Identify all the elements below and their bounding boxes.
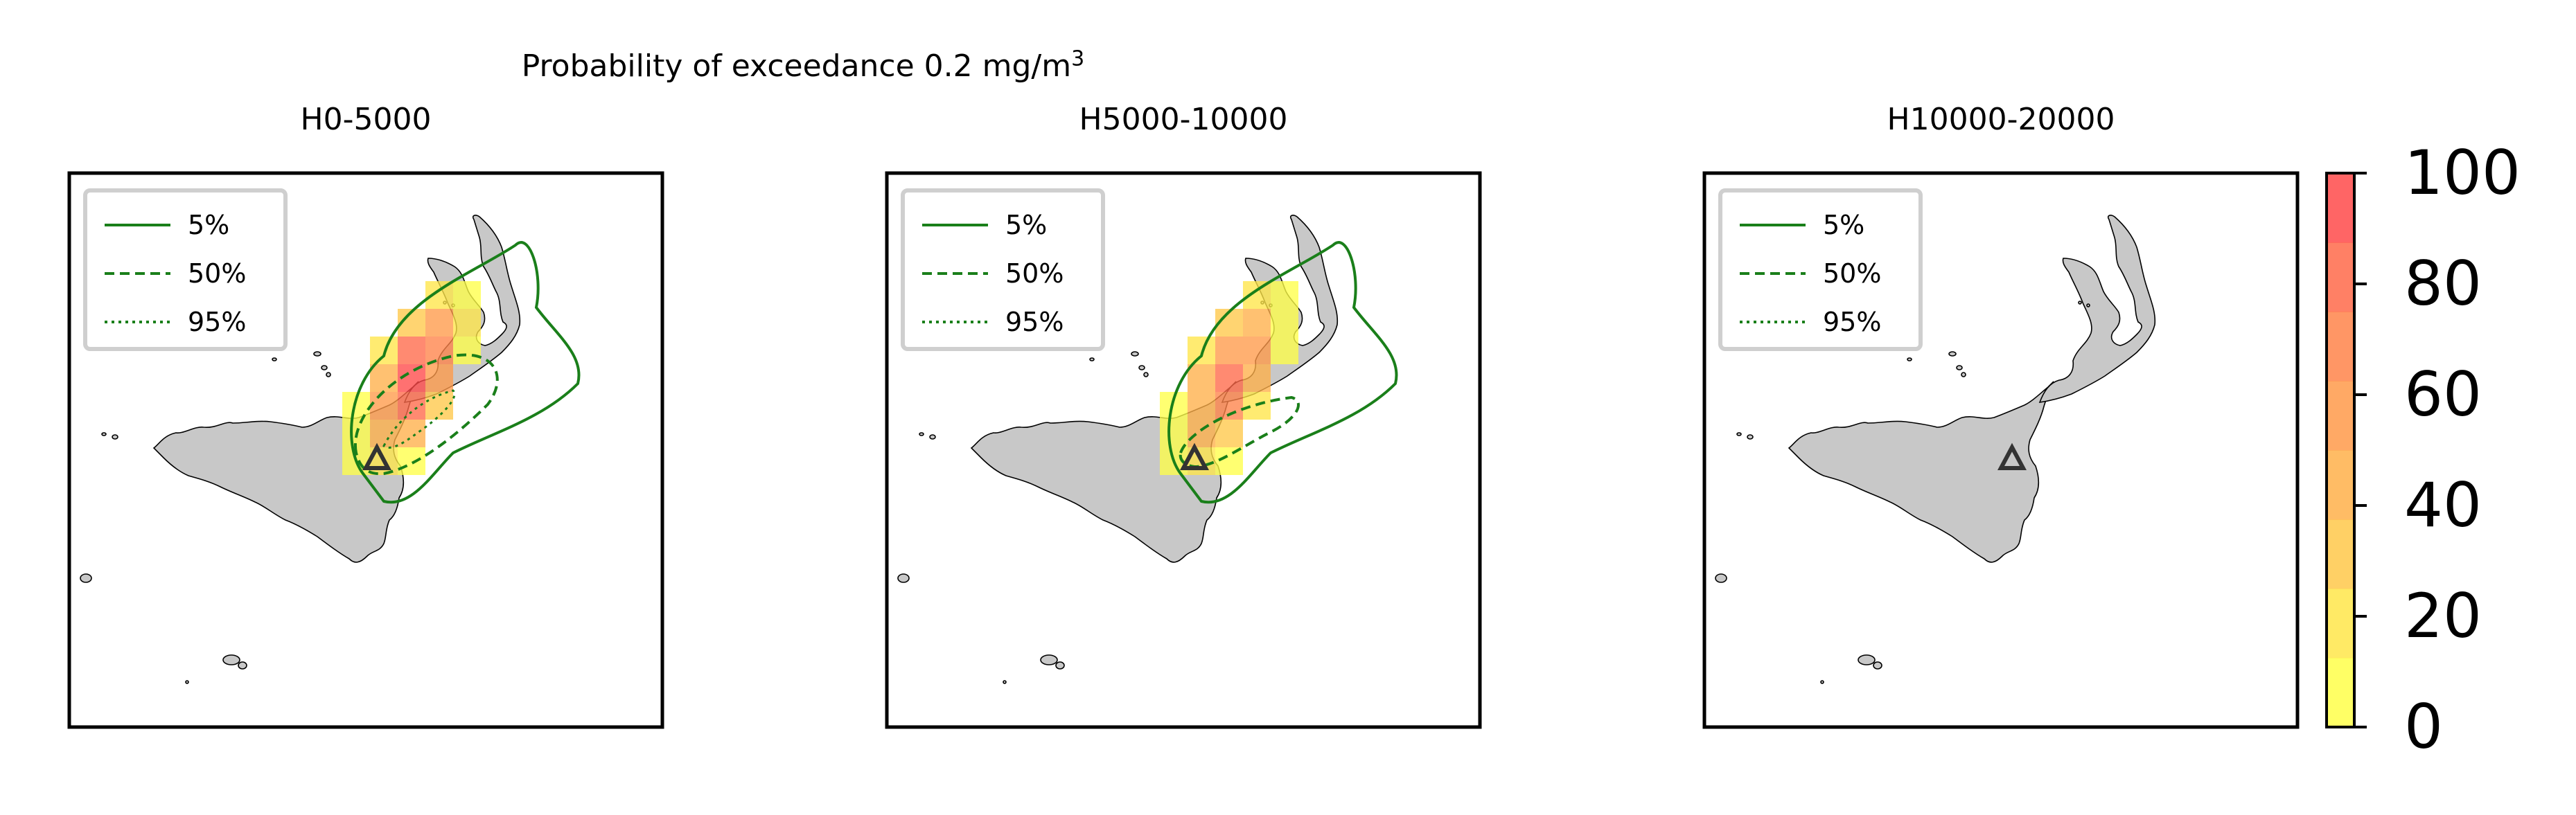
colorbar-tick-label: 80: [2404, 248, 2482, 319]
colorbar-segment: [2327, 658, 2354, 728]
probability-cell: [1215, 337, 1243, 364]
contour-5pct: [350, 241, 581, 504]
solid-line-icon: [1740, 224, 1806, 226]
probability-cell: [1243, 364, 1271, 392]
probability-cell: [398, 337, 425, 364]
contour-5pct: [1167, 241, 1398, 504]
colorbar-frame: [2325, 172, 2356, 728]
contour-50pct: [353, 353, 499, 476]
colorbar-segment: [2327, 589, 2354, 659]
probability-cell: [1188, 420, 1215, 447]
probability-cell: [1188, 337, 1215, 364]
panel-3-legend: 5% 50% 95%: [1718, 188, 1923, 351]
probability-cell: [1160, 420, 1188, 447]
probability-cell: [1271, 309, 1298, 337]
dotted-line-icon: [922, 321, 988, 323]
figure-suptitle: Probability of exceedance 0.2 mg/m3: [521, 46, 1085, 84]
colorbar-segment: [2327, 173, 2354, 243]
probability-cell: [1188, 392, 1215, 420]
probability-cell: [425, 309, 453, 337]
probability-cell: [370, 392, 398, 420]
colorbar-segment: [2327, 450, 2354, 520]
colorbar-segment: [2327, 312, 2354, 382]
solid-line-icon: [922, 224, 988, 226]
panel-1-title: H0-5000: [300, 102, 432, 137]
panel-frame: [67, 171, 664, 729]
volcano-vent-marker: [1997, 442, 2027, 470]
probability-cell: [370, 420, 398, 447]
probability-cell: [1188, 364, 1215, 392]
contours: [350, 241, 581, 504]
dotted-line-icon: [1740, 321, 1806, 323]
panel-frame: [1702, 171, 2300, 729]
solid-line-icon: [105, 224, 170, 226]
panel-1-legend: 5% 50% 95%: [83, 188, 288, 351]
colorbar-tick-label: 20: [2404, 580, 2482, 652]
panel-2-title: H5000-10000: [1079, 102, 1288, 137]
map-panels: [67, 171, 2300, 729]
colorbar-tick-label: 100: [2404, 137, 2521, 208]
probability-cell: [398, 447, 425, 475]
colorbar: [2325, 172, 2367, 728]
probability-cell: [1215, 420, 1243, 447]
probability-cell: [1215, 364, 1243, 392]
panel-frame: [885, 171, 1482, 729]
colorbar-tick-label: 0: [2404, 691, 2443, 762]
probability-cell: [398, 392, 425, 420]
panel-3-title: H10000-20000: [1887, 102, 2115, 137]
probability-cell: [425, 392, 453, 420]
probability-cell: [370, 364, 398, 392]
colorbar-segment: [2327, 381, 2354, 451]
probability-cell: [425, 337, 453, 364]
colorbar-tick-label: 60: [2404, 359, 2482, 430]
colorbar-tick-label: 40: [2404, 469, 2482, 541]
dashed-line-icon: [922, 272, 988, 275]
probability-cell: [453, 281, 481, 309]
volcano-vent-marker: [1180, 442, 1209, 470]
volcano-vent-marker: [362, 442, 391, 470]
probability-field: [342, 281, 481, 475]
probability-cell: [1243, 337, 1271, 364]
contour-95pct: [382, 389, 456, 449]
probability-cell: [1271, 281, 1298, 309]
dashed-line-icon: [105, 272, 170, 275]
probability-cell: [1271, 337, 1298, 364]
probability-cell: [453, 309, 481, 337]
probability-cell: [370, 337, 398, 364]
colorbar-segment: [2327, 242, 2354, 312]
probability-cell: [453, 337, 481, 364]
probability-cell: [425, 364, 453, 392]
colorbar-segment: [2327, 519, 2354, 589]
panel-2-legend: 5% 50% 95%: [901, 188, 1105, 351]
probability-cell: [1243, 309, 1271, 337]
dashed-line-icon: [1740, 272, 1806, 275]
dotted-line-icon: [105, 321, 170, 323]
